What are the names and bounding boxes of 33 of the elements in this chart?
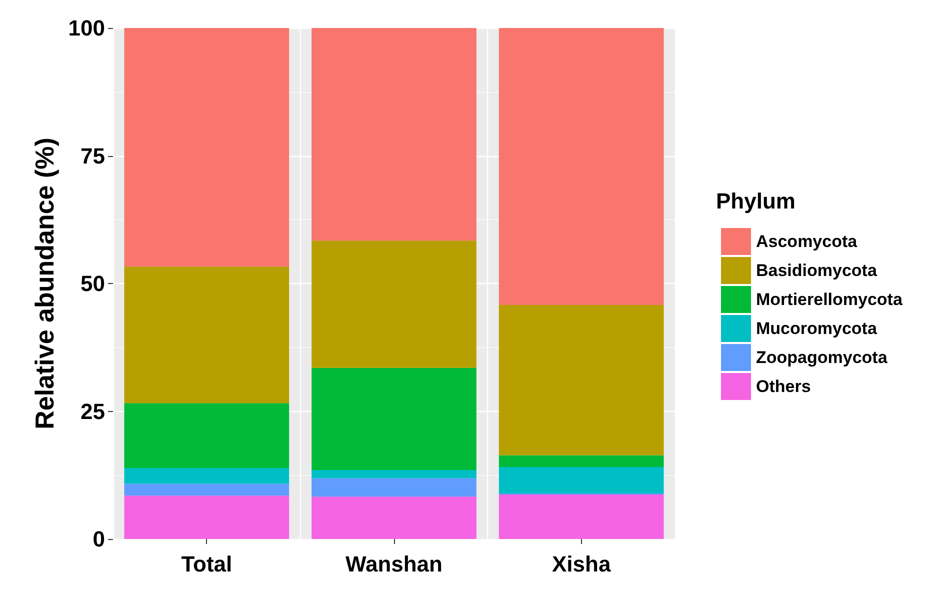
bar	[312, 496, 476, 539]
legend-label: Others	[756, 377, 811, 396]
bar	[124, 403, 290, 468]
bar	[312, 470, 476, 478]
legend-label: Basidiomycota	[756, 261, 878, 280]
x-tick-label: Xisha	[552, 552, 612, 576]
bar	[124, 484, 290, 496]
bar	[498, 455, 664, 467]
bar	[498, 28, 664, 305]
legend-title: Phylum	[716, 188, 796, 214]
y-tick-label: 25	[80, 398, 105, 424]
bar	[312, 478, 476, 497]
bar	[498, 466, 664, 494]
legend-label: Mortierellomycota	[756, 290, 903, 309]
y-axis-title: Relative abundance (%)	[29, 138, 60, 430]
bar	[312, 240, 476, 368]
x-tick-label: Total	[181, 552, 232, 576]
bar	[312, 368, 476, 470]
legend-label: Ascomycota	[756, 232, 858, 251]
bar	[124, 266, 290, 404]
y-tick-label: 75	[80, 143, 105, 168]
legend-label: Zoopagomycota	[756, 348, 888, 367]
bar	[124, 468, 290, 484]
legend-label: Mucoromycota	[756, 319, 878, 338]
bar	[124, 28, 290, 267]
bar	[312, 28, 476, 241]
y-tick-label: 100	[68, 16, 105, 40]
x-tick-label: Wanshan	[346, 552, 442, 576]
y-tick-label: 0	[92, 526, 105, 552]
bar	[498, 304, 664, 456]
bar	[124, 496, 290, 539]
y-tick-label: 50	[80, 271, 105, 296]
bar	[498, 494, 664, 539]
